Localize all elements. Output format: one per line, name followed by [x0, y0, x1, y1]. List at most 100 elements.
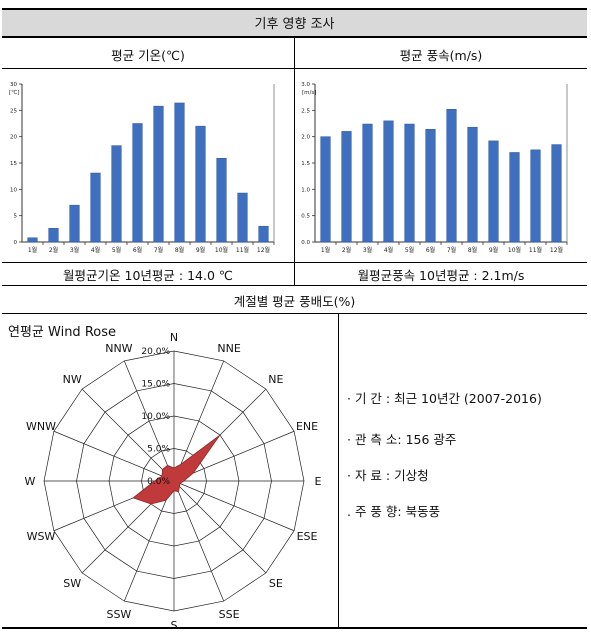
bar — [237, 192, 248, 243]
y-tick-label: 2.0 — [301, 135, 310, 141]
climate-impact-table: 기후 영향 조사 평균 기온(℃) 평균 풍속(m/s) [℃] 0 5 10 15 20… — [2, 8, 587, 629]
bar — [383, 120, 394, 243]
x-tick-label: 9월 — [196, 246, 205, 254]
rose-direction-label: SE — [269, 577, 283, 590]
y-tick-label: 10 — [10, 187, 17, 193]
bar — [27, 237, 38, 243]
rose-direction-label: ESE — [297, 530, 318, 543]
bar — [530, 149, 541, 243]
info-period: · 기 간 : 최근 10년간 (2007-2016) — [347, 391, 542, 406]
x-tick-label: 6월 — [133, 246, 142, 254]
y-tick-label: 0.5 — [301, 214, 310, 220]
wind-panel-title-cell: 평균 풍속(m/s) — [295, 41, 587, 68]
x-tick-label: 4월 — [384, 246, 393, 254]
rose-direction-label: NW — [63, 373, 82, 386]
rose-section-title-cell: 계절별 평균 풍배도(%) — [2, 287, 587, 313]
x-tick-label: 12월 — [257, 246, 270, 254]
rose-direction-label: NNW — [105, 342, 132, 355]
wind-rose-chart: 연평균 Wind Rose 0.0% 5.0% 10.0% 15.0% 20.0%N NNE… — [8, 325, 322, 628]
rose-direction-label: ENE — [296, 420, 318, 433]
bar — [467, 126, 478, 243]
rose-direction-label: W — [25, 475, 36, 488]
x-tick-label: 2월 — [49, 246, 58, 254]
x-tick-label: 4월 — [91, 246, 100, 254]
bar — [153, 105, 164, 243]
x-tick-label: 1월 — [28, 246, 37, 254]
bar — [195, 125, 206, 243]
y-tick-label: 1.0 — [301, 187, 310, 193]
x-tick-label: 10월 — [508, 246, 521, 254]
rose-spoke — [81, 388, 175, 482]
wind-rose-title: 연평균 Wind Rose — [8, 325, 116, 340]
rose-radial-tick-label: 5.0% — [147, 445, 170, 455]
rose-spoke — [173, 430, 295, 482]
border-header-bottom — [2, 36, 587, 38]
y-tick-label: 25 — [10, 108, 17, 114]
x-tick-label: 6월 — [426, 246, 435, 254]
temperature-bar-chart: [℃] 0 5 10 15 20 25 30 1월 2월 3월 4월 5월 6월 7월 8월 9월 10월 11월 1… — [9, 82, 275, 254]
y-tick-label: 5 — [14, 214, 18, 220]
rose-direction-label: E — [315, 475, 322, 488]
bar — [216, 158, 227, 243]
info-station: · 관 측 소: 156 광주 — [347, 432, 457, 447]
x-tick-label: 5월 — [405, 246, 414, 254]
x-tick-label: 2월 — [342, 246, 351, 254]
x-tick-label: 3월 — [70, 246, 79, 254]
bar — [90, 172, 101, 243]
x-tick-label: 7월 — [447, 246, 456, 254]
x-tick-label: 9월 — [489, 246, 498, 254]
rose-spoke — [173, 480, 225, 602]
y-tick-label: 3.0 — [301, 82, 310, 88]
temp-panel-title-cell: 평균 기온(℃) — [2, 41, 294, 68]
rose-direction-label: N — [170, 331, 178, 344]
wind-footer-cell: 월평균풍속 10년평균 : 2.1m/s — [295, 264, 587, 285]
wind-speed-bar-chart: [m/s] 0.0 0.5 1.0 1.5 2.0 2.5 3.0 1월 2월 3월 4월 5월 6월 7월… — [301, 82, 568, 254]
rose-spoke — [173, 480, 267, 574]
y-tick-label: 1.5 — [301, 161, 310, 167]
x-tick-label: 12월 — [550, 246, 563, 254]
rose-radial-tick-label: 10.0% — [141, 412, 170, 422]
x-tick-label: 8월 — [175, 246, 184, 254]
x-tick-label: 1월 — [321, 246, 330, 254]
rose-radial-tick-label: 20.0% — [141, 347, 170, 357]
y-tick-label: 0.0 — [301, 240, 310, 246]
rose-direction-label: NNE — [217, 342, 240, 355]
rose-direction-label: WNW — [26, 420, 56, 433]
bar — [362, 123, 373, 243]
rose-data-area — [132, 434, 221, 505]
bar — [132, 123, 143, 243]
x-tick-label: 8월 — [468, 246, 477, 254]
bar — [48, 228, 59, 243]
border-top — [2, 8, 587, 10]
y-axis-unit-label: [℃] — [9, 89, 19, 96]
y-tick-label: 0 — [14, 240, 18, 246]
rose-spoke — [123, 360, 175, 482]
y-tick-label: 15 — [10, 161, 17, 167]
rose-spoke — [173, 480, 295, 532]
info-main-wind: . 주 풍 향: 북동풍 — [347, 504, 441, 519]
y-axis-unit-label: [m/s] — [302, 90, 316, 96]
y-tick-label: 30 — [10, 82, 17, 88]
rose-spoke — [123, 480, 175, 602]
x-tick-label: 11월 — [236, 246, 249, 254]
bar — [425, 129, 436, 243]
y-tick-label: 20 — [10, 135, 17, 141]
rose-section-title: 계절별 평균 풍배도(%) — [233, 293, 356, 309]
temp-footer: 월평균기온 10년평균 : 14.0 ℃ — [63, 268, 233, 283]
info-source: · 자 료 : 기상청 — [347, 468, 429, 483]
bar — [320, 136, 331, 243]
bar — [174, 102, 185, 243]
bar — [111, 145, 122, 243]
x-tick-label: 7월 — [154, 246, 163, 254]
rose-spoke — [53, 430, 175, 482]
rose-direction-label: S — [171, 619, 178, 628]
rose-radial-tick-label: 15.0% — [141, 380, 170, 390]
bar — [258, 225, 269, 243]
temp-footer-cell: 월평균기온 10년평균 : 14.0 ℃ — [2, 264, 294, 285]
wind-footer: 월평균풍속 10년평균 : 2.1m/s — [357, 268, 525, 283]
rose-direction-label: WSW — [27, 530, 56, 543]
border-bottom — [2, 627, 587, 629]
divider-vertical-bottom — [338, 314, 339, 628]
rose-spoke — [173, 360, 225, 482]
y-tick-label: 2.5 — [301, 108, 310, 114]
